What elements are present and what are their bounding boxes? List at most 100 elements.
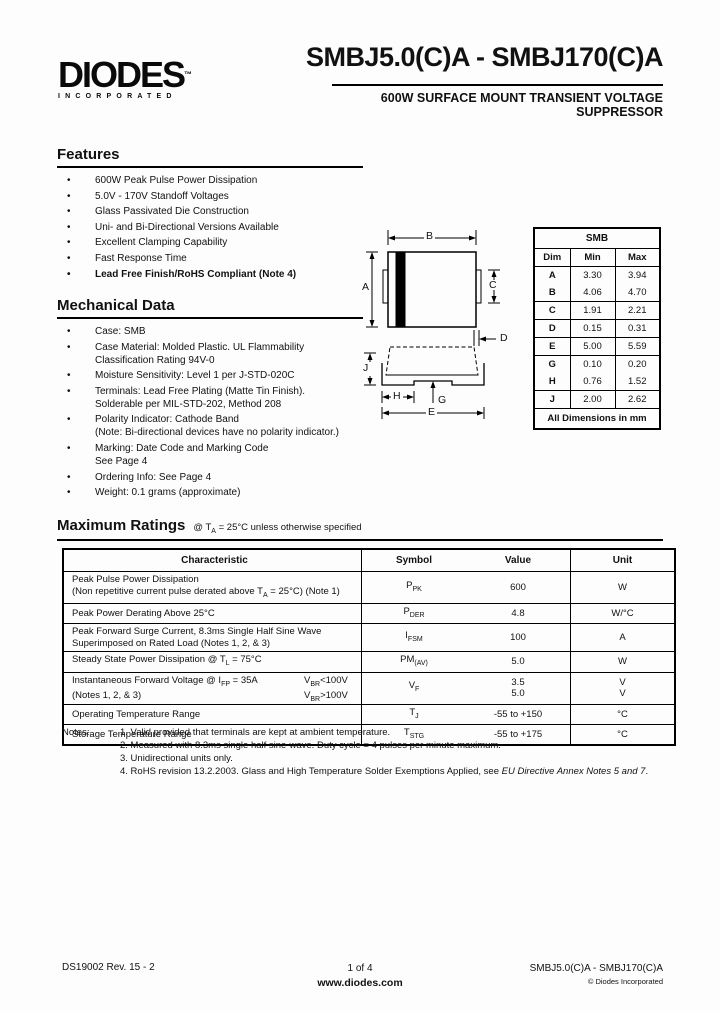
char-line: (Non repetitive current pulse derated ab… <box>72 586 357 601</box>
feature-text: 5.0V - 170V Standoff Voltages <box>95 190 229 202</box>
dim-row: C 1.91 2.21 <box>534 301 660 320</box>
char-text: Steady State Power Dissipation @ T <box>72 654 226 666</box>
cond-sub: BR <box>310 695 321 703</box>
dim-cell: 3.30 <box>570 266 616 284</box>
note-text: 4. RoHS revision 13.2.2003. Glass and Hi… <box>120 766 502 777</box>
package-outline-diagram: A B C D J G H E <box>360 225 532 425</box>
features-section: Features 600W Peak Pulse Power Dissipati… <box>57 146 363 283</box>
mech-text: Terminals: Lead Free Plating (Matte Tin … <box>95 385 306 410</box>
symbol-main: T <box>409 706 416 718</box>
note-item: 1. Valid provided that terminals are kep… <box>120 727 391 738</box>
subtitle-line2: SUPPRESSOR <box>576 104 663 119</box>
mechanical-data-list: Case: SMB Case Material: Molded Plastic.… <box>57 325 363 499</box>
dim-cell: 2.21 <box>615 301 660 320</box>
dim-cell: J <box>534 390 571 409</box>
dim-cell: 1.52 <box>615 373 660 391</box>
mech-text: Polarity Indicator: Cathode Band (Note: … <box>95 414 340 439</box>
mech-item: Moisture Sensitivity: Level 1 per J-STD-… <box>57 369 363 382</box>
characteristic-cell: Steady State Power Dissipation @ TL = 75… <box>63 651 362 673</box>
footer-doc-number: DS19002 Rev. 15 - 2 <box>62 962 155 973</box>
dim-label-d: D <box>498 332 510 344</box>
mech-item: Polarity Indicator: Cathode Band (Note: … <box>57 413 363 439</box>
cond-line: VBR>100V <box>304 690 348 705</box>
ratings-row: Operating Temperature Range TJ -55 to +1… <box>63 703 675 725</box>
mech-text: Weight: 0.1 grams (approximate) <box>95 487 241 499</box>
dim-cell: D <box>534 319 571 338</box>
feature-item: Fast Response Time <box>57 252 363 265</box>
value-line: 5.0 <box>511 688 525 700</box>
cond-sub: A <box>211 527 216 535</box>
characteristic-cell: Peak Pulse Power Dissipation (Non repeti… <box>63 571 362 604</box>
symbol-cell: PDER <box>361 602 466 624</box>
feature-text: Fast Response Time <box>95 252 187 264</box>
ratings-col-header: Value <box>466 548 571 572</box>
symbol-main: T <box>403 726 410 738</box>
value-cell: 100 <box>466 623 571 652</box>
char-line: Peak Forward Surge Current, 8.3ms Single… <box>72 626 322 638</box>
char-sub: L <box>225 660 230 668</box>
dim-label-a: A <box>360 281 372 293</box>
mech-text: Case: SMB <box>95 326 146 337</box>
dim-cell: 0.15 <box>570 319 616 338</box>
dim-cell: 1.91 <box>570 301 616 320</box>
dim-cell: 0.20 <box>628 359 647 370</box>
dim-row: B 4.06 4.70 <box>534 284 660 302</box>
char-line: Instantaneous Forward Voltage @ IFP = 35… <box>72 675 357 690</box>
dim-label-c: C <box>487 279 499 291</box>
notes-label: Notes: <box>62 727 90 738</box>
symbol-cell: VF <box>361 671 466 705</box>
note-text: . <box>645 766 649 777</box>
symbol-sub: DER <box>409 611 425 619</box>
dim-label-h: H <box>391 390 403 402</box>
symbol-cell: PPK <box>361 571 466 604</box>
value-cell: 4.8 <box>466 602 571 624</box>
char-text: = 25°C) (Note 1) <box>267 585 340 597</box>
cond-sub: BR <box>310 680 321 688</box>
title-divider <box>332 84 663 86</box>
characteristic-cell: Instantaneous Forward Voltage @ IFP = 35… <box>63 671 362 705</box>
dim-cell: A <box>534 266 571 284</box>
note-italic-text: EU Directive Annex Notes 5 and 7 <box>501 766 646 777</box>
cond-rest: <100V <box>320 674 348 686</box>
mechanical-data-section: Mechanical Data Case: SMB Case Material:… <box>57 297 363 502</box>
ratings-row: Peak Pulse Power Dissipation (Non repeti… <box>63 571 675 604</box>
dim-row: J 2.00 2.62 <box>534 390 660 409</box>
dim-label-b: B <box>424 230 436 242</box>
features-heading: Features <box>57 146 363 168</box>
feature-item: 600W Peak Pulse Power Dissipation <box>57 174 363 187</box>
symbol-main: V <box>408 680 416 692</box>
symbol-sub: F <box>415 686 420 694</box>
logo-incorporated-text: INCORPORATED <box>58 93 177 100</box>
unit-cell: W <box>570 651 675 673</box>
char-line: (Notes 1, 2, & 3) <box>72 690 142 702</box>
dim-col-header: Max <box>615 248 660 267</box>
feature-text: 600W Peak Pulse Power Dissipation <box>95 175 258 186</box>
value-cell: 600 <box>466 571 571 604</box>
feature-text: Glass Passivated Die Construction <box>95 206 249 218</box>
dim-label-g: G <box>436 394 449 406</box>
unit-cell: V V <box>570 671 675 705</box>
dim-cell: 2.00 <box>570 390 616 409</box>
unit-cell: °C <box>570 723 675 746</box>
dim-cell: B <box>534 284 571 302</box>
footer-website: www.diodes.com <box>317 977 403 989</box>
notes-section: Notes: 1. Valid provided that terminals … <box>62 726 662 778</box>
symbol-sub: PK <box>412 585 422 593</box>
mech-item: Terminals: Lead Free Plating (Matte Tin … <box>57 385 363 411</box>
dim-cell: 4.06 <box>570 284 616 302</box>
doc-subtitle: 600W SURFACE MOUNT TRANSIENT VOLTAGE SUP… <box>280 91 663 119</box>
dim-cell: 5.59 <box>615 337 660 356</box>
symbol-sub: J <box>415 712 419 720</box>
mech-item: Case Material: Molded Plastic. UL Flamma… <box>57 341 363 367</box>
mechanical-data-heading: Mechanical Data <box>57 297 363 319</box>
note-item: 2. Measured with 8.3ms single half sine-… <box>120 740 501 751</box>
ratings-row: Peak Power Derating Above 25°C PDER 4.8 … <box>63 602 675 624</box>
cond-line: VBR<100V <box>304 675 348 690</box>
dim-col-header: Min <box>570 248 616 267</box>
value-cell: 5.0 <box>466 651 571 673</box>
mech-item: Ordering Info: See Page 4 <box>57 471 363 484</box>
dim-label-j: J <box>361 362 371 374</box>
dim-row: H 0.76 1.52 <box>534 373 660 391</box>
dim-cell: H <box>534 373 571 391</box>
ratings-row: Storage Temperature Range TSTG -55 to +1… <box>63 723 675 746</box>
